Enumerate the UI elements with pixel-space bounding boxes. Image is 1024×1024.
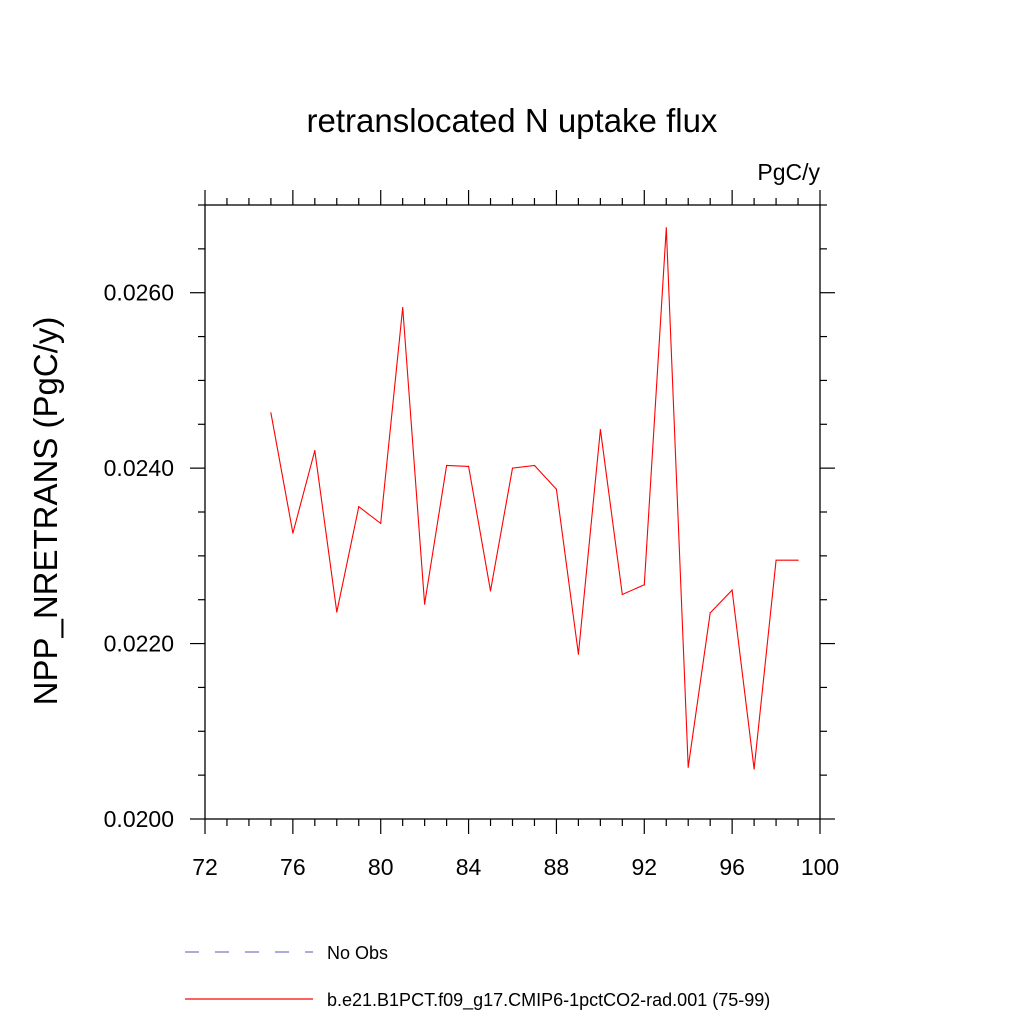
data-point [380, 522, 382, 525]
y-tick-label: 0.0260 [104, 280, 174, 306]
data-point [753, 768, 755, 770]
legend-label: b.e21.B1PCT.f09_g17.CMIP6-1pctCO2-rad.00… [327, 990, 770, 1011]
x-tick-label: 72 [192, 854, 218, 880]
data-point [643, 584, 645, 586]
y-axis-label: NPP_NRETRANS (PgC/y) [27, 317, 64, 706]
data-point [292, 532, 294, 534]
series-layer [270, 227, 799, 770]
data-point [467, 465, 470, 467]
x-tick-label: 88 [544, 854, 570, 880]
data-point [533, 464, 536, 467]
data-point [270, 412, 272, 414]
data-point [709, 612, 711, 614]
data-point [665, 227, 667, 229]
legend-label: No Obs [327, 943, 388, 963]
data-point [555, 488, 558, 490]
data-point [511, 467, 514, 469]
x-tick-label: 84 [456, 854, 482, 880]
data-point [797, 559, 799, 561]
data-point [489, 590, 492, 592]
y-tick-label: 0.0200 [104, 806, 174, 832]
y-tick-label: 0.0240 [104, 455, 174, 481]
x-tick-label: 80 [368, 854, 394, 880]
series-line-1 [270, 227, 798, 770]
data-point [314, 450, 316, 452]
x-tick-label: 100 [801, 854, 839, 880]
data-point [402, 307, 404, 309]
data-point [424, 603, 426, 605]
y-tick-label: 0.0220 [104, 631, 174, 657]
chart-title: retranslocated N uptake flux [307, 102, 718, 139]
units-label: PgC/y [757, 159, 820, 185]
x-tick-label: 96 [719, 854, 745, 880]
data-point [446, 464, 448, 467]
plot-frame [204, 204, 821, 820]
data-point [687, 766, 689, 768]
data-point [621, 593, 623, 596]
axis-ticks: 72 76 80 84 88 92 96 100 0.0200 0.0220 0.0240 0.026… [104, 190, 839, 880]
data-point [731, 589, 733, 591]
data-point [336, 611, 338, 613]
x-tick-label: 92 [631, 854, 657, 880]
x-tick-label: 76 [280, 854, 306, 880]
legend: No Obs b.e21.B1PCT.f09_g17.CMIP6-1pctCO2-… [185, 943, 770, 1011]
data-point [358, 506, 360, 508]
data-point [775, 559, 777, 561]
data-point [577, 653, 579, 655]
data-point [599, 428, 601, 431]
